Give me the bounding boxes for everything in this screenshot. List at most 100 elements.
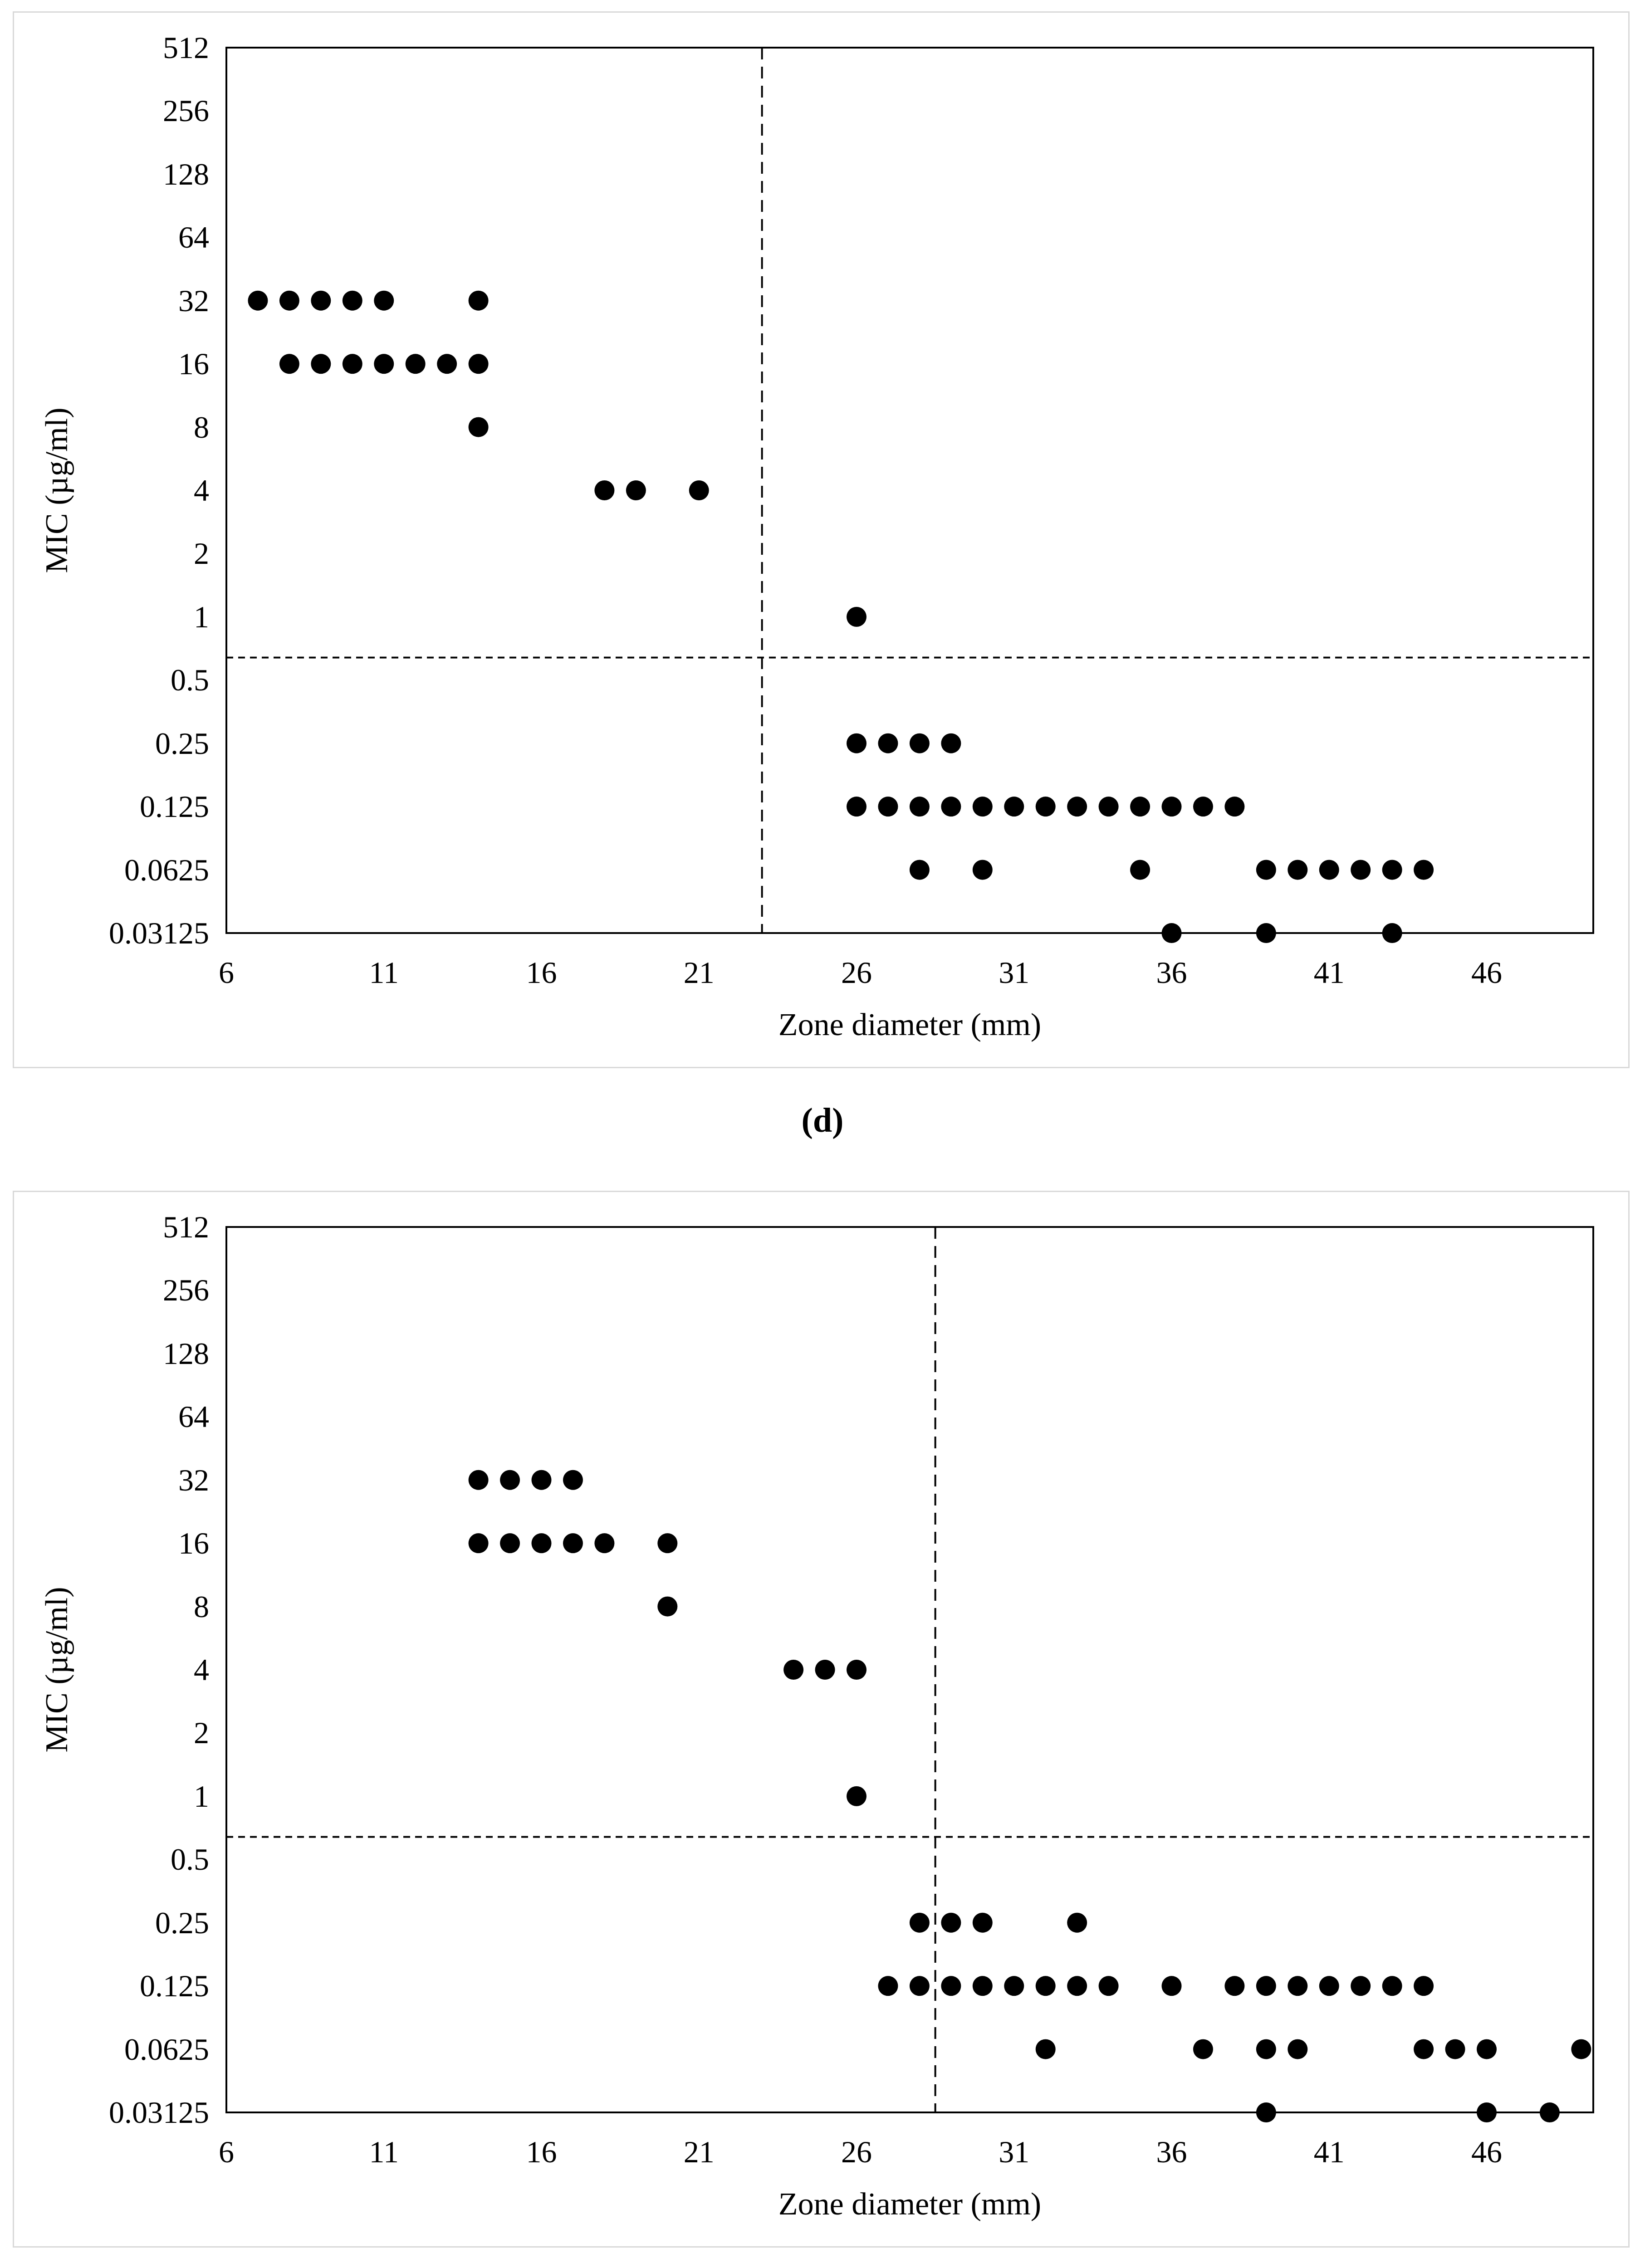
data-point [1098, 797, 1119, 817]
y-tick-label: 16 [178, 1526, 209, 1561]
data-point [909, 733, 930, 753]
x-tick-label: 26 [841, 955, 872, 990]
data-point [311, 354, 331, 374]
x-tick-label: 31 [999, 955, 1030, 990]
data-point [878, 733, 898, 753]
data-point [531, 1470, 552, 1490]
data-point [1414, 2039, 1434, 2059]
x-tick-label: 26 [841, 2135, 872, 2169]
data-point [972, 1912, 993, 1933]
data-point [1224, 797, 1245, 817]
data-point [1319, 860, 1339, 880]
y-tick-label: 128 [163, 156, 209, 191]
y-tick-label: 0.5 [171, 1842, 209, 1877]
data-point [941, 797, 961, 817]
y-tick-label: 0.5 [171, 663, 209, 698]
data-point [374, 354, 394, 374]
data-point [1067, 797, 1087, 817]
data-point [1004, 797, 1024, 817]
data-point [563, 1470, 583, 1490]
data-point [941, 733, 961, 753]
y-tick-label: 8 [194, 410, 209, 445]
y-tick-label: 32 [178, 1462, 209, 1497]
x-tick-label: 36 [1156, 955, 1187, 990]
data-point [342, 290, 362, 311]
data-point [815, 1660, 835, 1680]
plot-frame [225, 47, 1594, 934]
data-point [1351, 860, 1371, 880]
data-point [468, 290, 489, 311]
x-tick-label: 21 [683, 2135, 715, 2169]
data-point [1319, 1976, 1339, 1996]
data-point [594, 480, 615, 501]
y-tick-label: 0.125 [140, 1969, 209, 2004]
data-point [1130, 797, 1151, 817]
data-point [941, 1976, 961, 1996]
x-tick-label: 6 [219, 2135, 234, 2169]
x-tick-label: 11 [369, 2135, 399, 2169]
data-point [1035, 1976, 1056, 1996]
data-point [1161, 923, 1182, 943]
data-point [783, 1660, 804, 1680]
x-tick-label: 41 [1313, 2135, 1345, 2169]
data-point [909, 797, 930, 817]
data-point [500, 1470, 520, 1490]
y-tick-label: 8 [194, 1589, 209, 1624]
y-tick-label: 0.0625 [124, 2032, 209, 2067]
scatter-plot-e [225, 1226, 1594, 2123]
data-point [1067, 1976, 1087, 1996]
data-point [689, 480, 709, 501]
y-tick-label: 0.125 [140, 789, 209, 824]
data-point [657, 1533, 678, 1554]
data-point [468, 1533, 489, 1554]
data-point [847, 733, 867, 753]
data-point [847, 606, 867, 627]
y-tick-label: 128 [163, 1336, 209, 1371]
data-point [531, 1533, 552, 1554]
data-point [1351, 1976, 1371, 1996]
y-tick-label: 2 [194, 1716, 209, 1750]
chart-panel-e-box: 512 256 128 64 32 16 8 4 2 1 0.5 0.25 0.125 0.0625 0.0… [13, 1191, 1630, 2248]
data-point [1414, 860, 1434, 880]
data-point [1193, 2039, 1213, 2059]
data-point [279, 354, 299, 374]
x-tick-label: 31 [999, 2135, 1030, 2169]
data-point [1539, 2102, 1560, 2123]
y-tick-label: 0.25 [155, 1905, 209, 1940]
x-tick-label: 41 [1313, 955, 1345, 990]
data-point [657, 1596, 678, 1617]
data-point [1130, 860, 1151, 880]
x-tick-label: 36 [1156, 2135, 1187, 2169]
panel-caption-d: (d) [801, 1101, 844, 1139]
data-point [248, 290, 268, 311]
y-tick-label: 256 [163, 1273, 209, 1308]
data-point [1035, 2039, 1056, 2059]
x-tick-label: 6 [219, 955, 234, 990]
data-point [1098, 1976, 1119, 1996]
data-point [1288, 1976, 1308, 1996]
chart-panel-d-box: 512 256 128 64 32 16 8 4 2 1 0.5 0.25 0.125 0.0625 0.0… [13, 11, 1630, 1068]
y-tick-label: 0.0625 [124, 852, 209, 887]
data-point [626, 480, 646, 501]
data-point [342, 354, 362, 374]
data-point [594, 1533, 615, 1554]
data-point [909, 1976, 930, 1996]
x-tick-label: 46 [1471, 2135, 1502, 2169]
data-point [941, 1912, 961, 1933]
data-point [1067, 1912, 1087, 1933]
data-point [468, 417, 489, 437]
y-tick-label: 4 [194, 473, 209, 508]
data-point [468, 354, 489, 374]
y-axis-title-d: MIC (µg/ml) [39, 407, 74, 573]
data-point [1414, 1976, 1434, 1996]
data-point [972, 797, 993, 817]
x-axis-title-d: Zone diameter (mm) [778, 1007, 1042, 1042]
data-point [437, 354, 457, 374]
data-point [1161, 1976, 1182, 1996]
y-tick-label: 1 [194, 599, 209, 634]
data-point [405, 354, 426, 374]
data-point [878, 797, 898, 817]
data-point [1571, 2039, 1591, 2059]
data-point [1382, 860, 1402, 880]
